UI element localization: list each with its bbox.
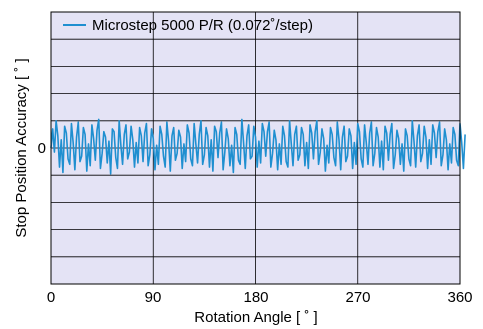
plot-frame (50, 11, 461, 285)
x-tick-labels: 0 90 180 270 360 (47, 289, 473, 306)
y-tick-label: 0 (38, 140, 46, 157)
x-tick-label: 0 (47, 289, 55, 306)
y-axis-title: Stop Position Accuracy [ ˚ ] (13, 58, 30, 237)
x-tick-label: 270 (345, 289, 370, 306)
x-tick-label: 90 (145, 289, 162, 306)
legend: Microstep 5000 P/R (0.072˚/step) (63, 17, 313, 34)
x-tick-label: 360 (447, 289, 472, 306)
legend-label: Microstep 5000 P/R (0.072˚/step) (92, 17, 313, 34)
series-line-microstep (50, 118, 466, 175)
x-axis-title: Rotation Angle [ ˚ ] (194, 309, 317, 326)
x-tick-label: 180 (243, 289, 268, 306)
